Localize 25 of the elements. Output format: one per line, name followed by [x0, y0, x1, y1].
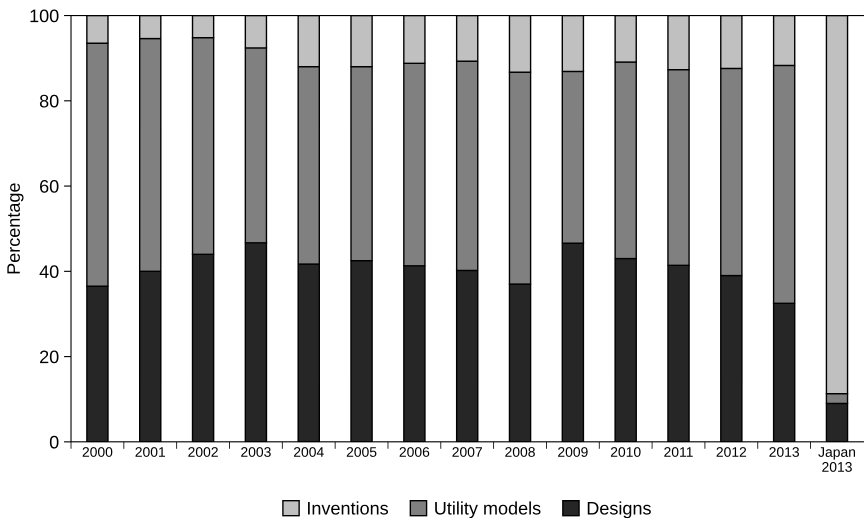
legend-label: Inventions	[308, 501, 388, 515]
x-tick-label: 2007	[452, 447, 482, 457]
x-tick-label: 2008	[505, 447, 535, 457]
x-tick-label: 2006	[400, 447, 430, 457]
x-tick-label: 2003	[241, 447, 271, 457]
x-tick-label: 2009	[558, 447, 588, 457]
x-tick-label: 2013	[769, 447, 800, 457]
y-tick-label: 80	[40, 94, 58, 108]
y-tick-label: 0	[50, 436, 58, 449]
x-tick-label: 2004	[294, 447, 324, 457]
x-tick-label: 2012	[716, 447, 746, 457]
x-tick-label: 2001	[136, 447, 166, 457]
x-tick-label: 2011	[664, 447, 693, 457]
y-tick-label: 40	[40, 265, 58, 278]
legend-label: Utility models	[435, 501, 541, 518]
x-tick-label: Japan 2013	[818, 447, 856, 472]
y-tick-label: 20	[40, 350, 58, 364]
x-tick-label: 2005	[346, 447, 376, 457]
y-tick-label: 60	[40, 180, 58, 193]
x-tick-label: 2010	[610, 447, 641, 457]
x-tick-label: 2000	[82, 447, 112, 457]
legend-label: Designs	[588, 501, 651, 518]
x-tick-label: 2002	[188, 447, 218, 457]
y-axis-title: Percentage	[7, 183, 24, 274]
y-tick-label: 100	[30, 9, 59, 22]
